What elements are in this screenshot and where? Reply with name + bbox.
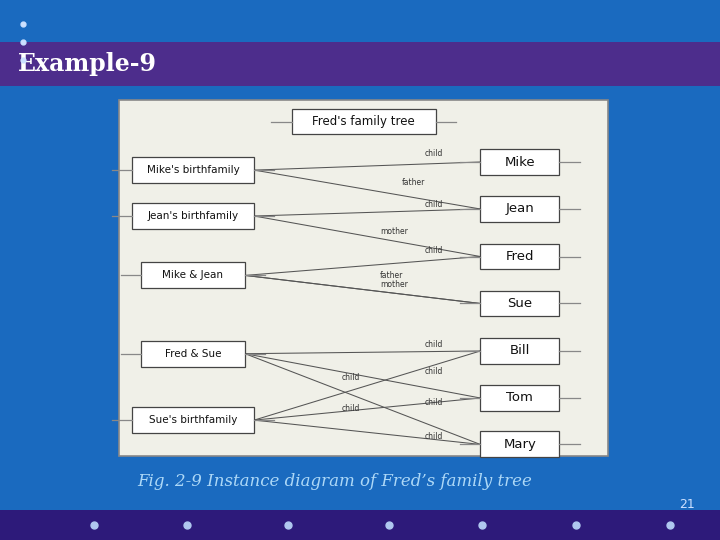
Text: Sue: Sue — [508, 297, 532, 310]
Text: mother: mother — [380, 227, 408, 235]
Text: Fred's family tree: Fred's family tree — [312, 115, 415, 128]
Text: child: child — [342, 374, 361, 382]
Text: child: child — [425, 367, 444, 376]
Text: Mike & Jean: Mike & Jean — [163, 271, 223, 280]
Text: child: child — [425, 432, 444, 441]
Text: child: child — [425, 340, 444, 349]
Bar — [480, 244, 559, 269]
Bar — [132, 407, 254, 433]
Text: child: child — [425, 398, 444, 407]
Bar — [141, 262, 245, 288]
Text: Tom: Tom — [506, 392, 534, 404]
Bar — [132, 203, 254, 229]
Text: mother: mother — [380, 280, 408, 288]
Text: child: child — [425, 150, 444, 158]
Text: Jean: Jean — [505, 202, 534, 215]
Bar — [480, 338, 559, 364]
Text: Jean's birthfamily: Jean's birthfamily — [148, 211, 238, 221]
Text: child: child — [425, 246, 444, 254]
Text: father: father — [402, 178, 425, 187]
Text: Sue's birthfamily: Sue's birthfamily — [149, 415, 237, 425]
Bar — [480, 385, 559, 411]
Bar — [0, 510, 720, 540]
Text: Bill: Bill — [510, 345, 530, 357]
Text: Mike: Mike — [505, 156, 535, 168]
Text: Fig. 2-9 Instance diagram of Fred’s family tree: Fig. 2-9 Instance diagram of Fred’s fami… — [137, 473, 531, 490]
Bar — [480, 149, 559, 175]
Text: child: child — [425, 200, 444, 208]
Text: Mike's birthfamily: Mike's birthfamily — [147, 165, 239, 175]
Bar — [480, 196, 559, 222]
Bar — [480, 431, 559, 457]
Text: Fred: Fred — [505, 250, 534, 263]
Bar — [0, 42, 720, 86]
Text: Fred & Sue: Fred & Sue — [165, 349, 221, 359]
Bar — [292, 109, 436, 134]
Bar — [119, 100, 608, 456]
Bar — [480, 291, 559, 316]
Bar — [141, 341, 245, 367]
Text: 21: 21 — [679, 498, 695, 511]
Text: father: father — [380, 271, 403, 280]
Bar — [132, 157, 254, 183]
Text: Example-9: Example-9 — [18, 52, 157, 76]
Text: Mary: Mary — [503, 438, 536, 451]
Text: child: child — [342, 404, 361, 413]
